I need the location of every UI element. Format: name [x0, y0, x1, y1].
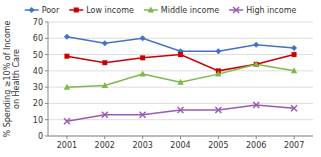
- point: [254, 62, 259, 67]
- point: [291, 45, 297, 51]
- y-tick-label: 50: [33, 51, 43, 60]
- y-tick-label: 40: [33, 67, 43, 76]
- legend-label: Poor: [42, 6, 60, 15]
- point: [140, 112, 146, 118]
- y-tick-label: 30: [33, 83, 43, 92]
- grid-line: [48, 70, 313, 71]
- grid-line: [48, 22, 313, 23]
- point: [253, 61, 259, 67]
- grid-line: [48, 136, 313, 137]
- point: [102, 112, 108, 118]
- y-axis-label-line: % Spending ≥10% of Income: [3, 20, 12, 137]
- point: [215, 107, 221, 113]
- y-tick-label: 10: [33, 116, 43, 125]
- x-tick-label: 2001: [57, 141, 77, 150]
- point: [292, 52, 297, 57]
- series-line: [67, 64, 294, 87]
- chart: 0 10 20 30 40 50 60 70 2001 2002 2003 2004 2005 2006 2…: [0, 0, 321, 157]
- series-line: [67, 105, 294, 121]
- grid-line: [48, 119, 313, 120]
- point: [178, 107, 184, 113]
- y-tick-label: 20: [33, 99, 43, 108]
- legend-label: Middle income: [161, 6, 219, 15]
- point: [178, 52, 183, 57]
- point: [253, 102, 259, 108]
- point: [253, 42, 259, 48]
- point: [140, 35, 146, 41]
- point: [291, 105, 297, 111]
- point: [64, 54, 69, 59]
- point: [64, 118, 70, 124]
- x-tick-label: 2006: [246, 141, 266, 150]
- legend-marker: [29, 7, 35, 13]
- point: [139, 71, 145, 77]
- x-axis: [48, 136, 313, 137]
- x-tick-label: 2007: [284, 141, 304, 150]
- point: [102, 60, 107, 65]
- y-tick-label: 60: [33, 34, 43, 43]
- point: [64, 34, 70, 40]
- y-axis: [48, 22, 49, 136]
- y-tick-label: 0: [38, 132, 43, 141]
- legend-item: Poor: [25, 6, 60, 15]
- point: [102, 40, 108, 46]
- legend-item: Low income: [69, 6, 134, 15]
- y-tick-label: 70: [33, 18, 43, 27]
- x-tick-label: 2004: [170, 141, 190, 150]
- plot-area: [64, 34, 298, 125]
- point: [64, 84, 70, 90]
- point: [177, 79, 183, 85]
- legend-marker: [148, 7, 154, 13]
- legend-item: Middle income: [144, 6, 219, 15]
- point: [215, 48, 221, 54]
- y-axis-label: % Spending ≥10% of Incomeon Health Care: [3, 20, 21, 137]
- y-axis-label-line: on Health Care: [12, 49, 21, 109]
- legend-label: High income: [246, 6, 296, 15]
- grid-line: [48, 103, 313, 104]
- point: [102, 82, 108, 88]
- legend-marker: [74, 8, 79, 13]
- point: [291, 67, 297, 73]
- legend-item: High income: [229, 6, 296, 15]
- x-tick-label: 2003: [132, 141, 152, 150]
- grid-line: [48, 38, 313, 39]
- point: [215, 71, 221, 77]
- legend-label: Low income: [86, 6, 134, 15]
- legend: Poor Low income Middle income High income: [25, 6, 297, 15]
- point: [140, 55, 145, 60]
- x-tick-label: 2005: [208, 141, 228, 150]
- x-tick-label: 2002: [95, 141, 115, 150]
- legend-marker: [233, 7, 239, 13]
